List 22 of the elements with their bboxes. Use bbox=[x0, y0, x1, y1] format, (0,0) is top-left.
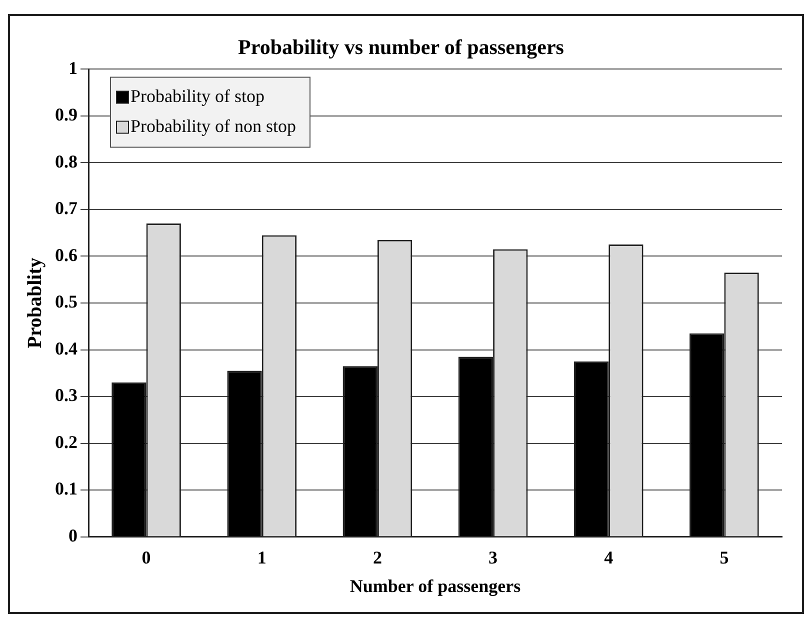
y-tick-label: 0.1 bbox=[55, 478, 78, 499]
y-tick-label: 0.9 bbox=[55, 104, 78, 125]
y-axis-title: Probablity bbox=[24, 258, 46, 348]
y-tick-label: 0.8 bbox=[55, 151, 78, 172]
x-tick-label: 5 bbox=[720, 547, 729, 568]
y-tick-label: 0.2 bbox=[55, 432, 78, 452]
x-tick-label: 1 bbox=[257, 547, 266, 568]
x-tick-label: 2 bbox=[372, 547, 382, 568]
x-tick-label: 4 bbox=[604, 547, 614, 568]
y-tick-label: 0.4 bbox=[55, 338, 78, 358]
y-tick-label: 0.5 bbox=[55, 292, 78, 312]
x-axis-title: Number of passengers bbox=[350, 576, 521, 596]
x-tick-label: 0 bbox=[142, 547, 151, 568]
y-tick-label: 0.6 bbox=[55, 244, 78, 265]
legend-label: Probability of stop bbox=[130, 86, 264, 106]
chart-title: Probability vs number of passengers bbox=[238, 35, 564, 60]
x-tick-label: 3 bbox=[488, 547, 498, 568]
legend-label: Probability of non stop bbox=[130, 116, 296, 136]
y-tick-label: 0.7 bbox=[55, 198, 78, 218]
y-tick-label: 1 bbox=[68, 58, 78, 78]
y-tick-label: 0.3 bbox=[55, 385, 78, 406]
y-tick-label: 0 bbox=[68, 525, 78, 546]
